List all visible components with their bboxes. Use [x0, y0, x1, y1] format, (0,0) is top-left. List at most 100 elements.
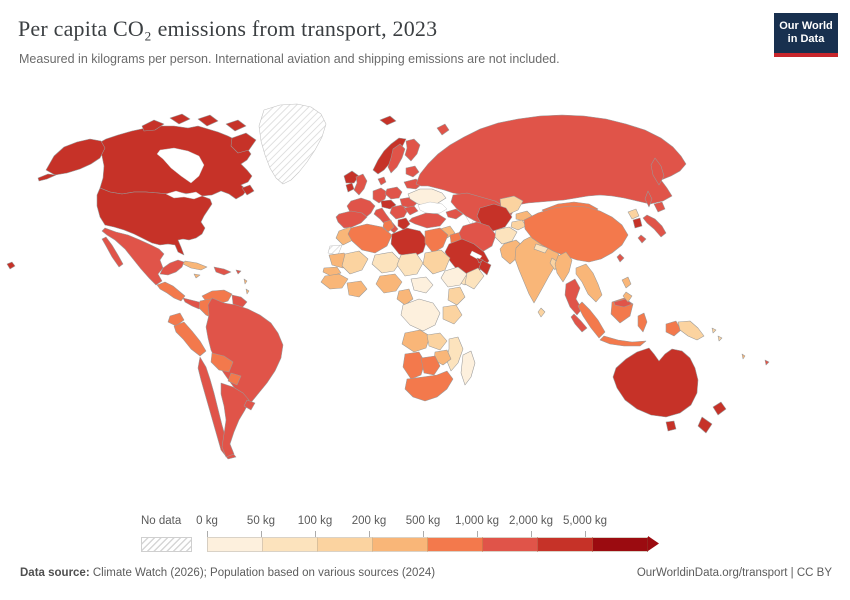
country-libya[interactable]: [390, 227, 428, 259]
country-chad[interactable]: [396, 252, 424, 277]
country-vanuatu[interactable]: [741, 353, 746, 360]
country-solomon-2[interactable]: [717, 335, 723, 342]
legend-bin-0-50[interactable]: [207, 537, 263, 552]
country-usa-alaska[interactable]: [45, 138, 106, 176]
country-canada-arctic-4[interactable]: [225, 119, 247, 132]
country-finland[interactable]: [404, 138, 421, 162]
country-tajikistan[interactable]: [510, 219, 527, 231]
country-egypt[interactable]: [424, 227, 449, 254]
legend-bin-5000-plus[interactable]: [593, 537, 648, 552]
country-ukraine[interactable]: [407, 188, 447, 207]
country-balkans[interactable]: [389, 204, 409, 220]
country-mexico-baja[interactable]: [101, 236, 124, 268]
country-baltics[interactable]: [405, 165, 420, 178]
country-guinea-region[interactable]: [320, 273, 349, 290]
country-central-america[interactable]: [156, 281, 186, 302]
country-sweden[interactable]: [387, 143, 406, 174]
country-mali[interactable]: [341, 250, 369, 275]
country-madagascar[interactable]: [460, 350, 476, 386]
country-greece[interactable]: [397, 217, 411, 231]
country-malaysia[interactable]: [570, 313, 588, 333]
country-paraguay[interactable]: [227, 372, 242, 386]
country-drc[interactable]: [400, 298, 441, 332]
owid-logo[interactable]: Our World in Data: [774, 13, 838, 57]
country-tanzania[interactable]: [442, 304, 463, 325]
country-taiwan[interactable]: [616, 253, 625, 263]
country-japan-kyushu[interactable]: [637, 234, 647, 244]
country-russia-novaya-zemlya[interactable]: [436, 123, 450, 136]
country-argentina[interactable]: [220, 382, 250, 458]
legend-bin-2000-5000[interactable]: [538, 537, 593, 552]
country-mexico-yucatan[interactable]: [159, 259, 185, 276]
country-usa-aleutians[interactable]: [37, 173, 57, 182]
country-nepal[interactable]: [533, 243, 549, 254]
legend-bin-500-1000[interactable]: [428, 537, 483, 552]
country-cote-divoire-ghana[interactable]: [346, 280, 368, 298]
country-puerto-rico[interactable]: [235, 269, 242, 275]
country-namibia[interactable]: [402, 351, 426, 380]
country-fiji[interactable]: [764, 359, 770, 366]
country-china[interactable]: [523, 205, 629, 263]
country-jamaica[interactable]: [193, 273, 201, 279]
country-australia-tasmania[interactable]: [665, 420, 677, 432]
country-afghanistan[interactable]: [494, 226, 518, 245]
country-myanmar[interactable]: [554, 251, 573, 283]
country-svalbard[interactable]: [379, 115, 397, 126]
country-russia-kamchatka[interactable]: [650, 157, 665, 186]
country-canada-arctic-1[interactable]: [141, 119, 165, 132]
country-indonesia-java[interactable]: [599, 335, 647, 347]
country-uae[interactable]: [476, 257, 484, 264]
country-uk[interactable]: [353, 173, 368, 196]
country-oman[interactable]: [478, 259, 492, 276]
country-thailand[interactable]: [564, 278, 583, 316]
country-niger[interactable]: [371, 251, 402, 274]
country-cameroon[interactable]: [396, 288, 414, 306]
country-indonesia-west-papua[interactable]: [665, 320, 682, 337]
country-philippines-luzon[interactable]: [621, 276, 632, 289]
country-nigeria[interactable]: [375, 273, 403, 294]
country-vietnam-laos[interactable]: [575, 263, 603, 303]
country-japan-hokkaido[interactable]: [653, 201, 666, 213]
legend-bin-50-100[interactable]: [263, 537, 318, 552]
country-new-zealand-south[interactable]: [697, 416, 713, 434]
country-tunisia[interactable]: [382, 219, 395, 233]
country-spain[interactable]: [335, 210, 368, 229]
country-sudan[interactable]: [422, 249, 451, 275]
country-ethiopia[interactable]: [440, 266, 468, 288]
legend-bin-100-200[interactable]: [318, 537, 373, 552]
country-papua-new-guinea[interactable]: [677, 320, 705, 341]
legend-bin-200-500[interactable]: [373, 537, 428, 552]
country-australia[interactable]: [612, 347, 699, 418]
country-philippines-mindanao[interactable]: [622, 291, 633, 303]
country-chile[interactable]: [197, 356, 237, 460]
footer-link[interactable]: OurWorldinData.org/transport | CC BY: [636, 567, 832, 579]
country-ecuador[interactable]: [167, 312, 185, 327]
country-central-african-republic[interactable]: [410, 276, 434, 294]
country-canada-newfoundland[interactable]: [241, 184, 255, 196]
country-solomon-1[interactable]: [711, 327, 717, 334]
country-ireland[interactable]: [345, 182, 355, 193]
country-usa-hawaii[interactable]: [6, 261, 16, 270]
country-cuba[interactable]: [182, 260, 208, 271]
country-uruguay[interactable]: [243, 399, 256, 411]
country-caucasus[interactable]: [445, 208, 464, 220]
country-russia[interactable]: [415, 114, 687, 209]
country-bolivia[interactable]: [210, 352, 234, 373]
country-north-korea[interactable]: [627, 208, 640, 220]
country-south-africa[interactable]: [404, 370, 454, 402]
country-kenya[interactable]: [447, 286, 466, 306]
country-zambia[interactable]: [426, 332, 448, 351]
country-japan-honshu[interactable]: [642, 214, 667, 238]
country-canada-baffin[interactable]: [230, 132, 257, 154]
country-algeria[interactable]: [347, 223, 393, 254]
country-russia-sakhalin[interactable]: [644, 190, 653, 208]
country-canada-arctic-3[interactable]: [197, 114, 219, 127]
country-peru[interactable]: [173, 321, 207, 357]
country-mozambique[interactable]: [445, 336, 464, 372]
country-somalia[interactable]: [464, 267, 485, 290]
country-sri-lanka[interactable]: [537, 307, 546, 318]
country-denmark[interactable]: [377, 176, 387, 186]
country-germany[interactable]: [372, 187, 388, 204]
country-mexico[interactable]: [101, 227, 165, 286]
country-turkey[interactable]: [408, 212, 447, 229]
